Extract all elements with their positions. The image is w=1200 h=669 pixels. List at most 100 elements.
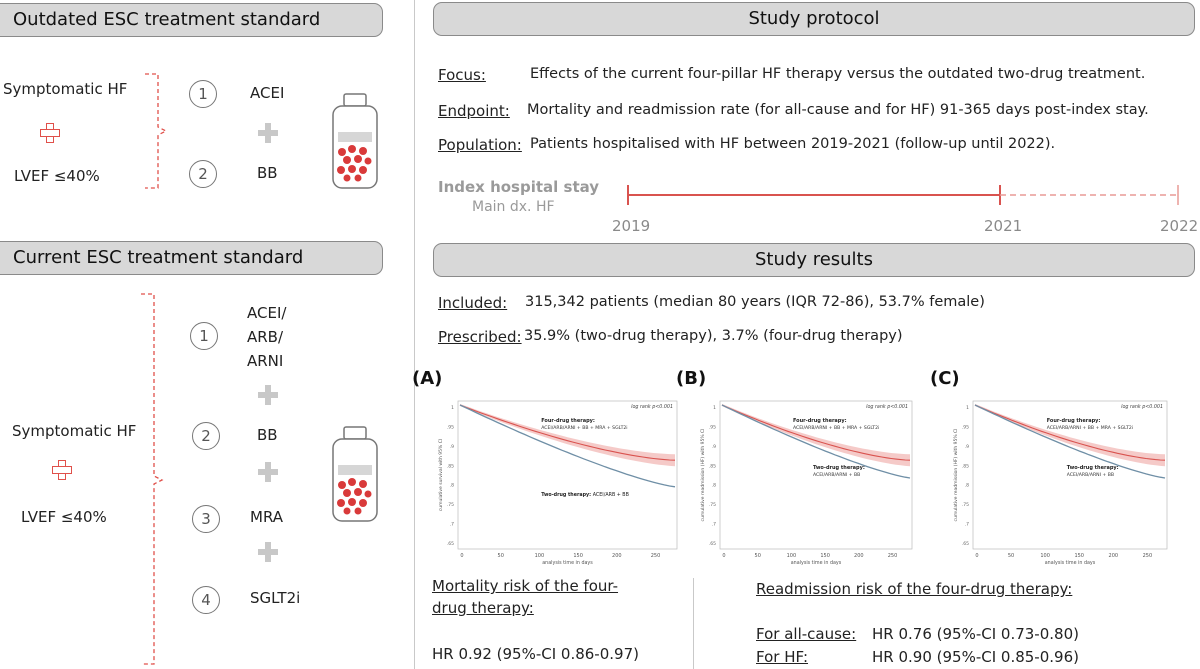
study-protocol-title: Study protocol [748,8,880,29]
log-rank-pvalue: log rank p<0.001 [1121,404,1163,410]
x-tick-label: 50 [498,553,504,559]
km-plot-a: 1 .95 .9 .85 .8 .75 .7 .65 0 50 100 150 200 250 analys… [438,400,678,566]
x-tick-label: 100 [1040,553,1050,559]
plot-frame [972,400,1168,550]
current-drug-number-1: 1 [190,322,218,350]
x-tick-label: 200 [1109,553,1119,559]
y-tick-label: 1 [451,405,454,411]
y-tick-label: .7 [450,522,454,528]
x-axis-label: analysis time in days [542,560,593,566]
hf-hr: HR 0.90 (95%-CI 0.85-0.96) [872,648,1079,666]
x-tick-label: 0 [460,553,463,559]
y-tick-label: .65 [962,541,969,547]
pill-bottle-icon [332,93,378,189]
y-tick-label: .85 [447,463,454,469]
outdated-standard-header: Outdated ESC treatment standard [0,3,383,37]
current-drug-acei-line: ACEI/ [247,304,287,322]
four-drug-legend-title: Four-drug therapy: [541,418,595,424]
y-tick-label: .75 [962,502,969,508]
hf-label: For HF: [756,648,809,666]
included-text: 315,342 patients (median 80 years (IQR 7… [525,294,985,310]
four-drug-legend-title: Four-drug therapy: [1047,418,1101,424]
outdated-drug-number-2: 2 [189,160,217,188]
two-drug-curve [974,404,1166,479]
prescribed-label: Prescribed: [438,328,522,346]
four-drug-curve [974,404,1166,461]
year-2019: 2019 [612,217,651,235]
x-tick-label: 150 [820,553,830,559]
mortality-title-line2: drug therapy: [432,599,534,617]
log-rank-pvalue: log rank p<0.001 [631,404,673,410]
plot-frame [719,400,913,550]
four-drug-curve [721,404,911,461]
endpoint-text: Mortality and readmission rate (for all-… [527,102,1149,118]
population-label: Population: [438,136,522,154]
panel-label-b: (B) [676,368,707,389]
y-tick-label: .85 [709,463,716,469]
current-standard-header: Current ESC treatment standard [0,241,383,275]
y-tick-label: .8 [450,483,454,489]
focus-label: Focus: [438,66,486,84]
endpoint-label: Endpoint: [438,102,510,120]
x-tick-label: 250 [1143,553,1153,559]
km-plot-b: 1 .95 .9 .85 .8 .75 .7 .65 0 50 100 150 200 250 analys… [700,400,913,566]
y-axis-label: cumulative readmission (HF) with 95% CI [953,429,959,522]
outdated-bracket [145,73,168,189]
grey-plus-icon [258,542,278,562]
two-drug-legend: Two-drug therapy: ACEI/ARB + BB [541,492,629,498]
outdated-drug-bb: BB [257,164,278,182]
four-drug-legend-sub: ACEI/ARB/ARNI + BB + MRA + SGLT2i [541,425,627,431]
y-tick-label: .95 [962,424,969,430]
y-tick-label: 1 [966,405,969,411]
results-divider [693,578,694,669]
readmission-title: Readmission risk of the four-drug therap… [756,580,1073,598]
x-tick-label: 200 [612,553,622,559]
timeline [627,185,1179,205]
included-label: Included: [438,294,508,312]
two-drug-curve [721,404,911,479]
y-tick-label: .65 [709,541,716,547]
y-tick-label: .9 [450,444,454,450]
y-axis-label: cumulative survival with 95% CI [438,439,444,511]
outdated-drug-acei: ACEI [250,84,285,102]
x-tick-label: 50 [755,553,761,559]
current-drug-arni-line: ARNI [247,352,284,370]
y-tick-label: .75 [447,502,454,508]
x-tick-label: 250 [888,553,898,559]
allcause-hr: HR 0.76 (95%-CI 0.73-0.80) [872,625,1079,643]
panel-label-a: (A) [412,368,443,389]
outdated-condition-lvef: LVEF ≤40% [14,167,100,185]
grey-plus-icon [258,123,278,143]
year-2022: 2022 [1160,217,1199,235]
four-drug-legend-title: Four-drug therapy: [793,418,847,424]
allcause-label: For all-cause: [756,625,857,643]
timeline-title: Index hospital stay [438,178,600,196]
y-tick-label: .8 [965,483,969,489]
plot-frame [457,400,678,550]
outdated-condition-symptomatic: Symptomatic HF [3,80,128,98]
x-tick-label: 100 [787,553,797,559]
two-drug-curve [459,404,676,488]
x-tick-label: 250 [651,553,661,559]
current-drug-number-4: 4 [192,586,220,614]
y-tick-label: .8 [712,483,716,489]
y-tick-label: .7 [965,522,969,528]
red-plus-icon [40,123,60,143]
x-tick-label: 150 [573,553,583,559]
x-tick-label: 0 [975,553,978,559]
y-tick-label: .9 [712,444,716,450]
mortality-title-line1: Mortality risk of the four- [432,577,619,595]
x-tick-label: 150 [1074,553,1084,559]
current-drug-number-3: 3 [192,505,220,533]
study-protocol-header: Study protocol [433,2,1195,36]
current-drug-sglt2i: SGLT2i [250,589,301,607]
x-tick-label: 200 [854,553,864,559]
grey-plus-icon [258,462,278,482]
four-drug-ci-band [975,404,1165,467]
log-rank-pvalue: log rank p<0.001 [866,404,908,410]
four-drug-ci-band [722,404,910,467]
y-tick-label: .95 [447,424,454,430]
y-tick-label: .9 [965,444,969,450]
focus-text: Effects of the current four-pillar HF th… [530,66,1146,82]
red-plus-icon [52,460,72,480]
